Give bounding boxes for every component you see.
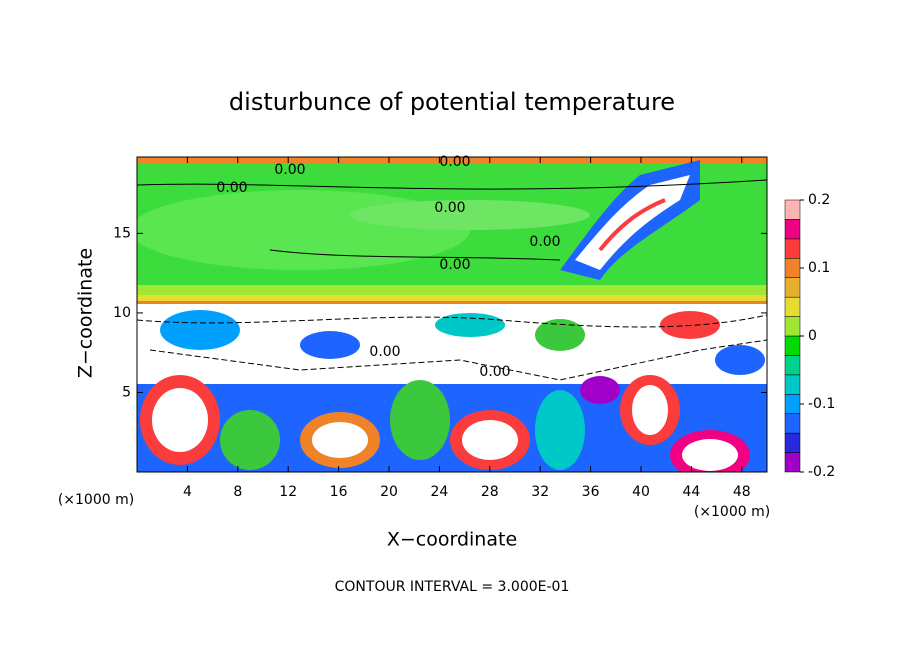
contour-label: 0.00 [479, 364, 510, 380]
colorbar-swatch [784, 316, 801, 337]
colorbar-swatch [784, 355, 801, 376]
contour-label: 0.00 [434, 200, 465, 216]
colorbar-swatch [784, 238, 801, 259]
colorbar-swatch [784, 335, 801, 356]
contour-label: 0.00 [216, 180, 247, 196]
x-tick-label: 4 [183, 484, 192, 500]
x-tick-label: 16 [330, 484, 348, 500]
contour-label: 0.00 [274, 162, 305, 178]
x-tick-label: 32 [531, 484, 549, 500]
x-tick-label: 12 [279, 484, 297, 500]
contour-label: 0.00 [369, 344, 400, 360]
contour-label: 0.00 [439, 154, 470, 170]
x-axis-label: X−coordinate [387, 529, 517, 551]
contour-field [137, 157, 767, 472]
y-tick-label: 10 [113, 305, 131, 321]
colorbar-tick-label: 0.1 [808, 260, 830, 276]
colorbar-swatch [784, 374, 801, 395]
colorbar-swatch [784, 277, 801, 298]
colorbar-swatch [784, 258, 801, 278]
colorbar-swatch [784, 394, 801, 414]
y-axis-label: Z−coordinate [75, 248, 97, 378]
x-tick-label: 20 [380, 484, 398, 500]
colorbar-swatch [784, 413, 801, 434]
colorbar-tick-label: 0.2 [808, 192, 830, 208]
x-unit-label: (×1000 m) [58, 492, 134, 508]
colorbar-swatch [784, 219, 801, 240]
plot-frame [136, 156, 768, 473]
colorbar-tick-label: -0.2 [808, 464, 835, 480]
x-tick-label: 48 [733, 484, 751, 500]
contour-label: 0.00 [439, 257, 470, 273]
y-tick-label: 15 [113, 225, 131, 241]
y-tick-label: 5 [122, 384, 131, 400]
contour-label: 0.00 [529, 234, 560, 250]
x-tick-label: 28 [481, 484, 499, 500]
footnote: CONTOUR INTERVAL = 3.000E-01 [335, 579, 570, 595]
x-tick-label: 40 [632, 484, 650, 500]
colorbar-swatch [784, 432, 801, 453]
colorbar-swatch [784, 296, 801, 317]
colorbar-tick-label: -0.1 [808, 396, 835, 412]
x-unit-label: (×1000 m) [694, 504, 770, 520]
colorbar-swatch [784, 199, 801, 220]
chart-title: disturbunce of potential temperature [229, 88, 675, 116]
colorbar-tick-label: 0 [808, 328, 817, 344]
x-tick-label: 24 [430, 484, 448, 500]
x-tick-label: 8 [233, 484, 242, 500]
x-tick-label: 44 [682, 484, 700, 500]
colorbar-swatch [784, 452, 801, 473]
x-tick-label: 36 [582, 484, 600, 500]
